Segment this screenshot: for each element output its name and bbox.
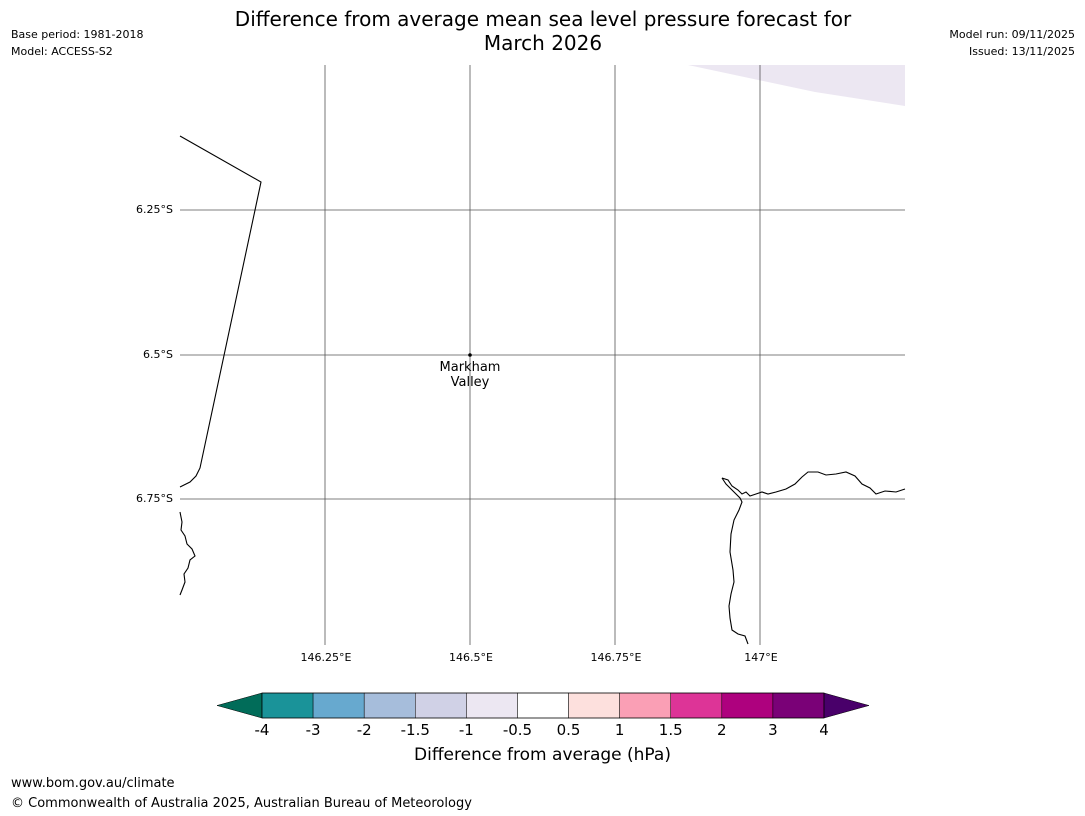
border-line-west bbox=[179, 135, 262, 488]
chart-title: Difference from average mean sea level p… bbox=[200, 7, 886, 55]
place-label-line-2: Valley bbox=[450, 375, 490, 390]
colorbar-segment bbox=[363, 692, 416, 719]
colorbar-tick-label: 1 bbox=[614, 721, 625, 739]
colorbar-segment bbox=[772, 692, 825, 719]
colorbar-segment bbox=[312, 692, 365, 719]
base-period-text: Base period: 1981-2018 bbox=[11, 28, 144, 41]
anomaly-shading bbox=[688, 65, 905, 106]
lon-label-146-25e: 146.25°E bbox=[300, 651, 352, 664]
colorbar-tick-label: 3 bbox=[768, 721, 778, 739]
colorbar-segment bbox=[619, 692, 671, 719]
model-text: Model: ACCESS-S2 bbox=[11, 45, 113, 58]
colorbar-tick-label: 1.5 bbox=[658, 721, 683, 739]
lat-label-6-5s: 6.5°S bbox=[143, 348, 173, 361]
colorbar-segment bbox=[568, 692, 620, 719]
colorbar-tick-label: -4 bbox=[254, 721, 270, 739]
colorbar-tick-label: 2 bbox=[717, 721, 727, 739]
colorbar-tick-label: 4 bbox=[819, 721, 829, 739]
lat-label-6-25s: 6.25°S bbox=[136, 203, 173, 216]
colorbar-segment bbox=[466, 692, 518, 719]
coastline-southwest bbox=[179, 511, 196, 596]
coastlines bbox=[179, 135, 906, 645]
colorbar-tick-label: -2 bbox=[356, 721, 372, 739]
title-line-2: March 2026 bbox=[483, 31, 603, 55]
colorbar-outline bbox=[261, 692, 825, 719]
lon-label-147e: 147°E bbox=[744, 651, 778, 664]
colorbar-tick-label: -1.5 bbox=[400, 721, 430, 739]
colorbar-segment bbox=[721, 692, 774, 719]
colorbar-segment bbox=[670, 692, 723, 719]
colorbar-segment bbox=[517, 692, 569, 719]
place-label-line-1: Markham bbox=[439, 360, 501, 375]
colorbar-tick-label: 0.5 bbox=[556, 721, 581, 739]
lon-label-146-5e: 146.5°E bbox=[449, 651, 493, 664]
footer-copyright: © Commonwealth of Australia 2025, Austra… bbox=[11, 796, 472, 811]
colorbar-tick-label: -3 bbox=[305, 721, 321, 739]
colorbar-tick-label: -1 bbox=[458, 721, 474, 739]
colorbar-under-arrow bbox=[216, 692, 263, 719]
coastline-river-inlet bbox=[721, 477, 749, 645]
graticule bbox=[180, 65, 905, 645]
metadata-right: Model run: 09/11/2025 Issued: 13/11/2025 bbox=[949, 26, 1075, 60]
colorbar-label: Difference from average (hPa) bbox=[414, 745, 671, 765]
metadata-left: Base period: 1981-2018 Model: ACCESS-S2 bbox=[11, 26, 143, 60]
lon-label-146-75e: 146.75°E bbox=[590, 651, 642, 664]
colorbar-tick-label: -0.5 bbox=[502, 721, 533, 739]
footer-url: www.bom.gov.au/climate bbox=[11, 776, 175, 791]
coastline-southeast bbox=[721, 471, 906, 497]
colorbar-over-arrow bbox=[823, 692, 870, 719]
title-line-1: Difference from average mean sea level p… bbox=[234, 7, 852, 31]
lat-label-6-75s: 6.75°S bbox=[136, 492, 173, 505]
colorbar-segment bbox=[261, 692, 314, 719]
place-marker bbox=[468, 353, 472, 357]
colorbar-segment bbox=[415, 692, 467, 719]
colorbar bbox=[216, 692, 870, 719]
place-label-markham-valley: Markham Valley bbox=[420, 360, 520, 390]
model-run-text: Model run: 09/11/2025 bbox=[949, 28, 1075, 41]
issued-text: Issued: 13/11/2025 bbox=[968, 45, 1075, 58]
